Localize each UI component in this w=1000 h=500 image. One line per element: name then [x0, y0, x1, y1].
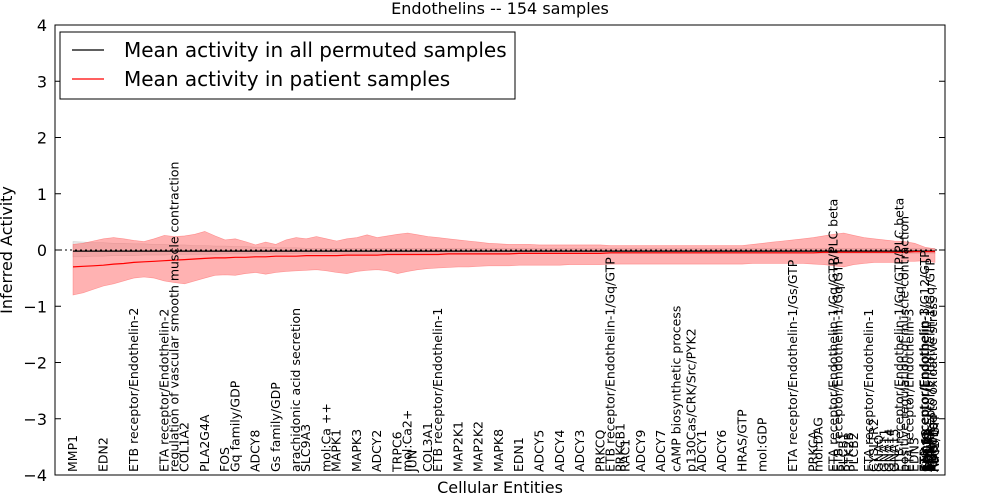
entity-label: ETB receptor/Endothelin-2 — [126, 308, 141, 472]
entity-label: PLCB2 — [846, 432, 861, 472]
entity-label: ETA receptor/Endothelin-1/Gq/GTP — [923, 258, 938, 472]
y-tick-label: −1 — [23, 297, 47, 316]
entity-label: ADCY5 — [532, 430, 547, 472]
entity-label: arachidonic acid secretion — [288, 308, 303, 472]
entity-label: ETA receptor/Endothelin-3 — [902, 309, 917, 472]
entity-label: FOS — [217, 447, 232, 472]
y-axis-title: Inferred Activity — [0, 186, 16, 314]
y-tick-label: 3 — [37, 72, 47, 91]
entity-label: PI3K — [923, 444, 938, 472]
entity-label: EDNRA — [921, 428, 936, 472]
entity-label: EDN2 — [95, 437, 110, 472]
entity-label: ETB receptor/Endothelin-1/Gq/GTP/PLC bet… — [892, 198, 907, 472]
entity-labels: MMP1 EDN2 ETB receptor/Endothelin-2 ETA rec… — [65, 162, 942, 473]
y-tick-label: 2 — [37, 129, 47, 148]
entity-label: mol:DAG — [810, 417, 825, 472]
entity-label: response to oxidative stress — [925, 297, 940, 472]
entity-label: GNA14 — [881, 428, 896, 472]
y-tick-label: 1 — [37, 185, 47, 204]
entity-label: positive regulation of muscle contractio… — [897, 216, 912, 472]
entity-label: ETA receptor/Endothelin-2 — [156, 309, 171, 472]
entity-label: EDN3 — [907, 437, 922, 472]
entity-label: ADCY1 — [920, 430, 935, 472]
entity-label: ADCY2 — [369, 430, 384, 472]
entity-label: SLC9A3 — [298, 424, 313, 472]
entity-label: PRKCB1 — [613, 423, 628, 472]
entity-label: PRKCA — [805, 431, 820, 472]
y-tick-label: −4 — [23, 466, 47, 485]
entity-label: Gq family/GDP — [227, 380, 242, 472]
entity-label: ADCY8 — [248, 430, 263, 472]
entity-label: CYSLTR2 — [866, 418, 881, 472]
entity-label: MAP2K2 — [471, 421, 486, 472]
entity-label: MMP1 — [65, 435, 80, 472]
y-tick-label: −3 — [23, 410, 47, 429]
entity-label: ETA receptor/Endothelin-1/G12/GTP — [917, 250, 932, 472]
patient-band — [72, 231, 936, 296]
entity-label: ETB receptor/Endothelin-1/Gq/GTP — [603, 257, 618, 472]
entity-label: GNA12 — [918, 429, 933, 473]
entity-label: ADCY10 — [926, 422, 941, 472]
y-tick-label: 0 — [37, 241, 47, 260]
entity-label: MEK1 — [924, 437, 939, 472]
entity-label: ADCY1 — [694, 430, 709, 472]
entity-label: PLA2G4A — [197, 414, 212, 472]
entity-label: ADCY6 — [714, 430, 729, 472]
entity-label: HRAS/GTP — [734, 409, 749, 472]
entity-label: JUN — [405, 450, 420, 473]
entity-label: MAPK8 — [491, 429, 506, 472]
entity-label: EDN1 — [511, 437, 526, 472]
entity-label: GNA11 — [876, 429, 891, 473]
entity-label: ETA receptor/Endothelin-1 — [861, 309, 876, 472]
entity-label: PLCB1 — [836, 432, 851, 472]
entity-label: p130Cas/CRK/Src/PYK2 — [684, 328, 699, 472]
entity-label: mol:Ca ++ — [319, 403, 334, 472]
entity-label: ADCY3 — [572, 430, 587, 472]
y-axis-ticks: −4 −3 −2 −1 0 1 2 3 4 — [23, 16, 945, 485]
legend-label-permuted: Mean activity in all permuted samples — [124, 38, 507, 62]
entity-label: ETA receptor/Endothelin-1/Gq/GTP/PLC bet… — [826, 199, 841, 472]
y-tick-label: 4 — [37, 16, 47, 35]
entity-label: ETB receptor/Endothelin-3 — [917, 308, 932, 472]
entity-label: ADCY9 — [633, 430, 648, 472]
entity-label: PTK2B — [841, 432, 856, 472]
entity-label: mol:GDP — [755, 417, 770, 472]
x-axis-title: Cellular Entities — [437, 478, 563, 497]
entity-label: MAP2K1 — [450, 421, 465, 472]
entity-label: ETB receptor/Endothelin-1 — [430, 308, 445, 472]
entity-label: SHC1 — [919, 438, 934, 472]
entity-label: mol:Ca2+ — [400, 410, 415, 472]
entity-label: COL3A1 — [420, 422, 435, 472]
entity-label: GNAQ — [871, 435, 886, 472]
entity-label: regulation of vascular smooth muscle con… — [166, 162, 181, 472]
patient-mean-line — [72, 251, 935, 268]
entity-label: COL1A2 — [177, 422, 192, 472]
confidence-bands — [72, 231, 936, 296]
y-tick-label: −2 — [23, 354, 47, 373]
entity-label: GNA15 — [886, 429, 901, 473]
entity-label: ETA receptor/Endothelin-1/Gs/GTP — [785, 259, 800, 472]
legend-label-patient: Mean activity in patient samples — [124, 67, 450, 91]
entity-label: TRPC6 — [390, 431, 405, 473]
series-lines — [72, 250, 935, 268]
entity-label: Gs family/GDP — [268, 382, 283, 472]
entity-label: ADCY4 — [552, 430, 567, 472]
entity-label: Rac1/GTP — [927, 412, 942, 472]
entity-label: MAPK3 — [349, 429, 364, 472]
entity-label: EDNRB — [922, 428, 937, 472]
entity-label: ADCY7 — [653, 430, 668, 472]
chart-title: Endothelins -- 154 samples — [391, 0, 609, 18]
entity-label: ETB receptor/Endothelin-1/Gq/GTP — [831, 257, 846, 472]
entity-label: RAC1 — [618, 439, 633, 472]
legend: Mean activity in all permuted samples Me… — [59, 31, 516, 100]
entity-label: cAMP biosynthetic process — [668, 306, 683, 472]
entity-label: PRKCQ — [592, 430, 607, 472]
entity-label: MAPK1 — [329, 429, 344, 472]
legend-box — [59, 31, 516, 100]
